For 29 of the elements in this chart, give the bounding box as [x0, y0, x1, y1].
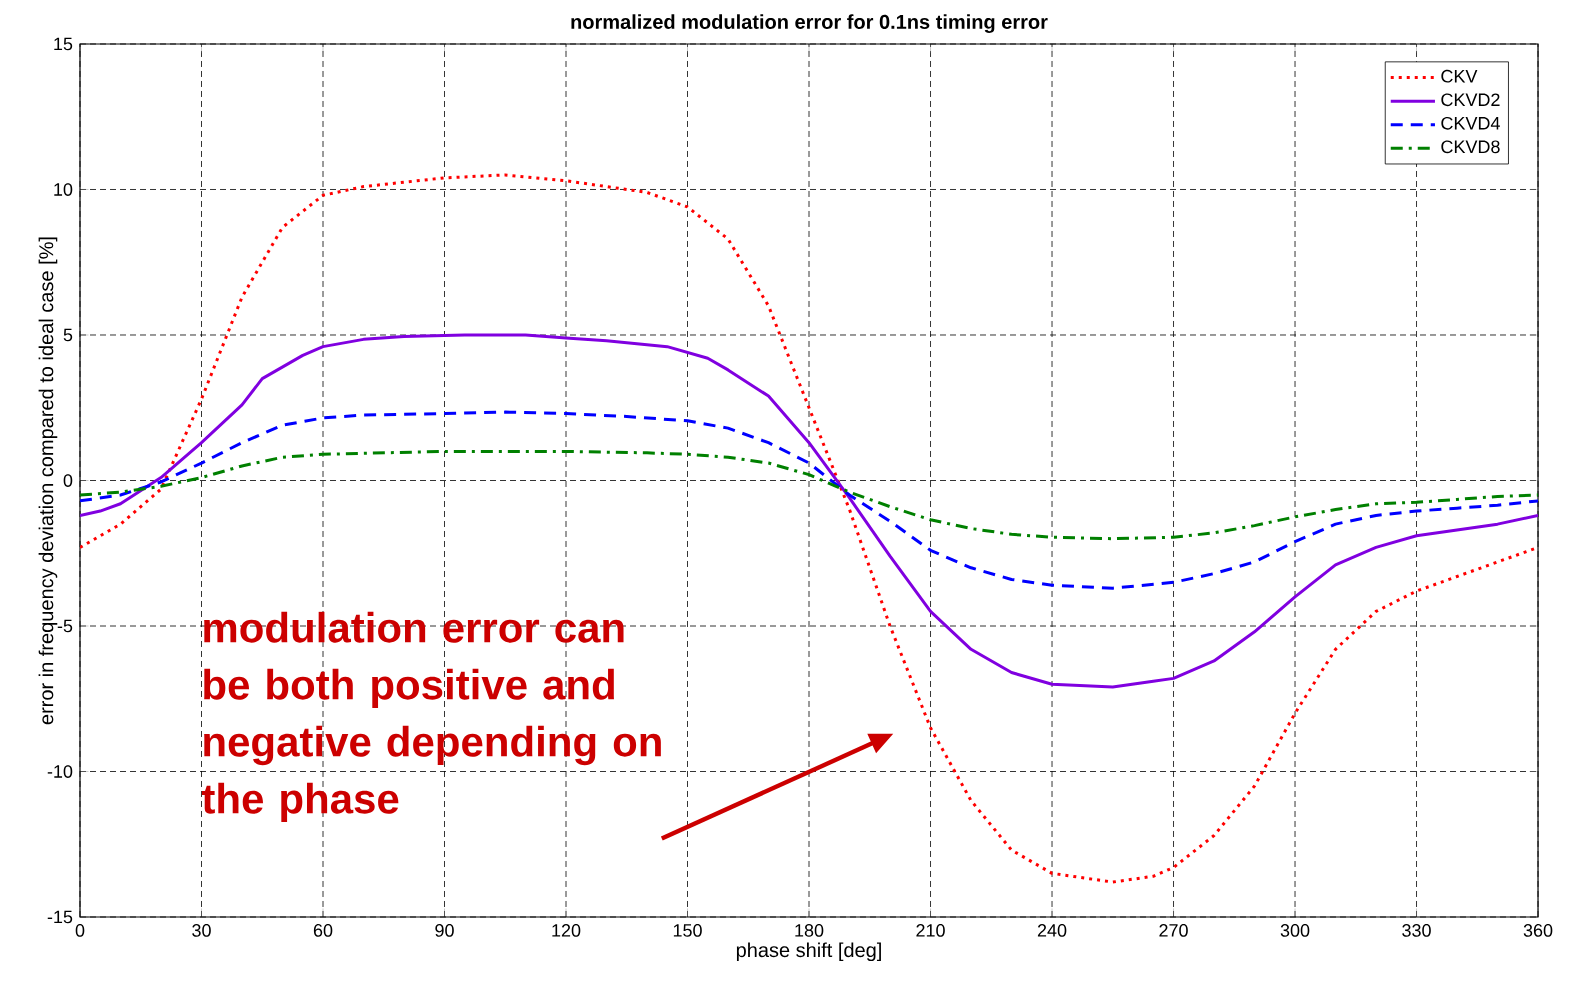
- y-tick-label: 5: [63, 328, 73, 342]
- x-tick-label: 150: [673, 924, 702, 937]
- x-tick-label: 120: [552, 924, 581, 937]
- chart-title: normalized modulation error for 0.1ns timing error: [571, 14, 1048, 34]
- x-tick-label: 270: [1159, 924, 1188, 937]
- y-tick-label: -10: [47, 765, 73, 778]
- x-tick-label: 30: [192, 924, 211, 937]
- x-tick-label: 240: [1037, 924, 1067, 937]
- x-tick-label: 0: [75, 924, 85, 937]
- y-tick-label: 15: [54, 37, 73, 51]
- y-tick-label: 10: [54, 183, 73, 196]
- x-tick-label: 330: [1402, 924, 1431, 937]
- annotation: modulation error can be both positive and negative depending on the phase: [201, 611, 661, 822]
- x-tick-label: 360: [1523, 924, 1553, 937]
- y-tick-label: -15: [47, 910, 73, 924]
- y-tick-label: -5: [57, 619, 73, 633]
- legend-label: CKV: [1441, 69, 1478, 83]
- x-tick-label: 60: [313, 924, 333, 937]
- line-series: [80, 410, 1539, 590]
- y-axis-title: error in frequency deviation compared to ideal case [%]: [38, 237, 58, 725]
- y-tick-label: 0: [63, 474, 73, 487]
- x-tick-label: 300: [1280, 924, 1310, 937]
- x-tick-label: 90: [435, 924, 454, 937]
- x-tick-label: 180: [795, 924, 824, 937]
- x-axis-title: phase shift [deg]: [736, 942, 881, 962]
- legend-label: CKVD4: [1441, 116, 1500, 130]
- legend-label: CKVD2: [1441, 93, 1500, 107]
- legend-label: CKVD8: [1441, 140, 1500, 154]
- x-tick-label: 210: [916, 924, 945, 937]
